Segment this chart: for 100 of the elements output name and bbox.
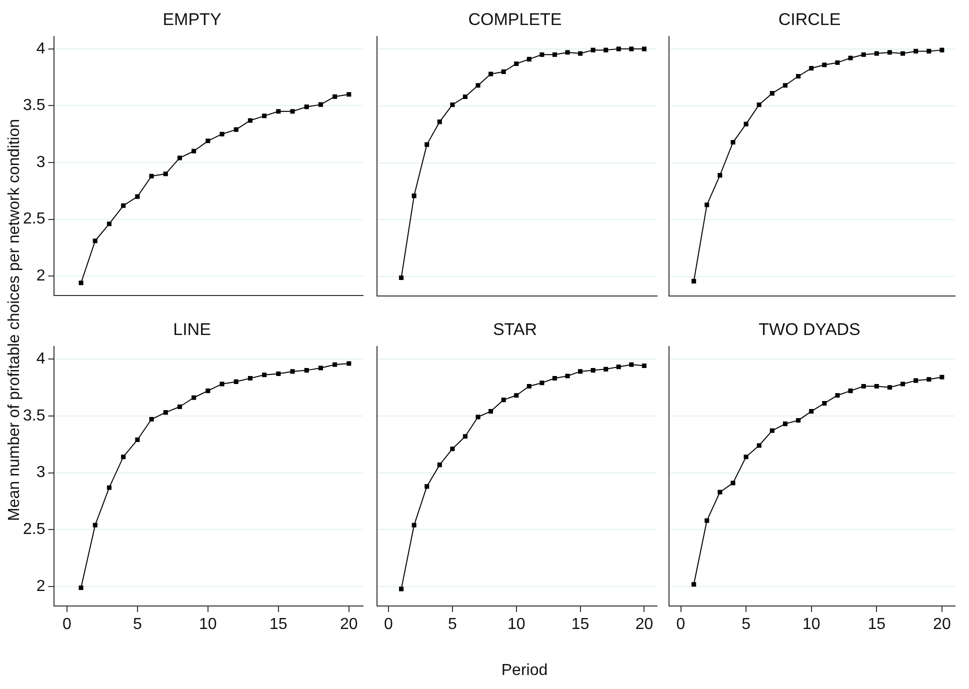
point: [704, 202, 710, 208]
point: [604, 48, 608, 52]
point: [121, 454, 126, 460]
point: [809, 66, 814, 71]
y-tick-label: 3.5: [22, 407, 46, 424]
point: [718, 173, 722, 178]
point: [552, 376, 557, 381]
point: [318, 366, 323, 370]
point: [914, 378, 918, 383]
point: [782, 422, 788, 426]
point: [770, 91, 774, 96]
point: [782, 83, 788, 88]
point: [604, 366, 608, 372]
point: [462, 434, 468, 439]
point: [234, 127, 238, 132]
point: [565, 50, 570, 55]
point: [900, 51, 906, 56]
point: [192, 148, 196, 154]
point: [900, 382, 906, 386]
chart-title: COMPLETE: [468, 10, 562, 29]
point: [861, 384, 866, 389]
point: [578, 51, 583, 56]
point: [526, 56, 532, 62]
point: [756, 443, 762, 448]
point: [78, 280, 84, 286]
point: [304, 368, 309, 373]
point: [590, 48, 596, 52]
point: [192, 395, 196, 400]
point: [304, 104, 309, 110]
point: [730, 480, 736, 486]
x-tick-label: 0: [676, 616, 686, 634]
x-tick-label: 15: [270, 616, 288, 634]
x-axis-title: Period: [500, 662, 549, 680]
y-tick-label: 2.5: [22, 210, 46, 228]
point: [501, 69, 506, 74]
x-tick-label: 15: [868, 616, 886, 634]
point: [796, 74, 801, 79]
point: [149, 417, 154, 422]
y-tick-label: 2.5: [22, 521, 46, 538]
point: [220, 132, 224, 136]
point: [861, 52, 866, 57]
point: [744, 454, 748, 460]
point: [450, 102, 455, 107]
chart-title: TWO DYADS: [758, 320, 860, 339]
point: [78, 586, 84, 590]
chart-title: EMPTY: [162, 10, 222, 29]
point: [399, 586, 404, 592]
point: [809, 409, 814, 414]
point: [346, 92, 352, 97]
x-tick-label: 20: [635, 616, 654, 634]
y-tick-label: 2: [36, 267, 46, 284]
point: [887, 50, 892, 55]
point: [476, 83, 480, 88]
point: [290, 109, 295, 114]
y-tick-label: 4: [36, 350, 46, 368]
x-tick-label: 5: [742, 616, 751, 634]
point: [887, 385, 892, 390]
point: [318, 102, 323, 107]
point: [206, 138, 210, 144]
point: [121, 203, 126, 208]
point: [565, 374, 570, 378]
x-tick-label: 20: [340, 616, 358, 634]
point: [437, 462, 442, 468]
point: [796, 418, 801, 423]
point: [642, 363, 646, 368]
point: [424, 484, 430, 489]
point: [262, 114, 267, 118]
point: [874, 51, 879, 56]
point: [163, 410, 168, 415]
point: [476, 414, 480, 420]
point: [552, 52, 557, 57]
point: [718, 490, 722, 494]
point: [488, 72, 494, 76]
point: [926, 48, 932, 54]
point: [822, 62, 827, 68]
point: [248, 118, 252, 123]
x-tick-label: 10: [199, 616, 217, 634]
point: [590, 368, 596, 373]
point: [540, 52, 544, 57]
point: [206, 388, 210, 394]
point: [616, 46, 621, 52]
point: [616, 364, 621, 370]
x-tick-label: 20: [933, 616, 951, 634]
x-tick-label: 10: [802, 616, 820, 634]
point: [835, 393, 840, 398]
point: [462, 94, 468, 100]
y-tick-label: 3: [36, 154, 46, 171]
point: [346, 361, 352, 366]
point: [248, 376, 252, 381]
point: [106, 485, 112, 490]
point: [290, 369, 295, 374]
x-tick-label: 10: [507, 616, 526, 634]
point: [629, 362, 634, 367]
point: [704, 518, 710, 523]
point: [276, 109, 281, 114]
point: [177, 404, 182, 410]
point: [106, 222, 112, 226]
point: [92, 238, 98, 244]
point: [450, 446, 455, 452]
y-tick-label: 4: [36, 40, 46, 58]
